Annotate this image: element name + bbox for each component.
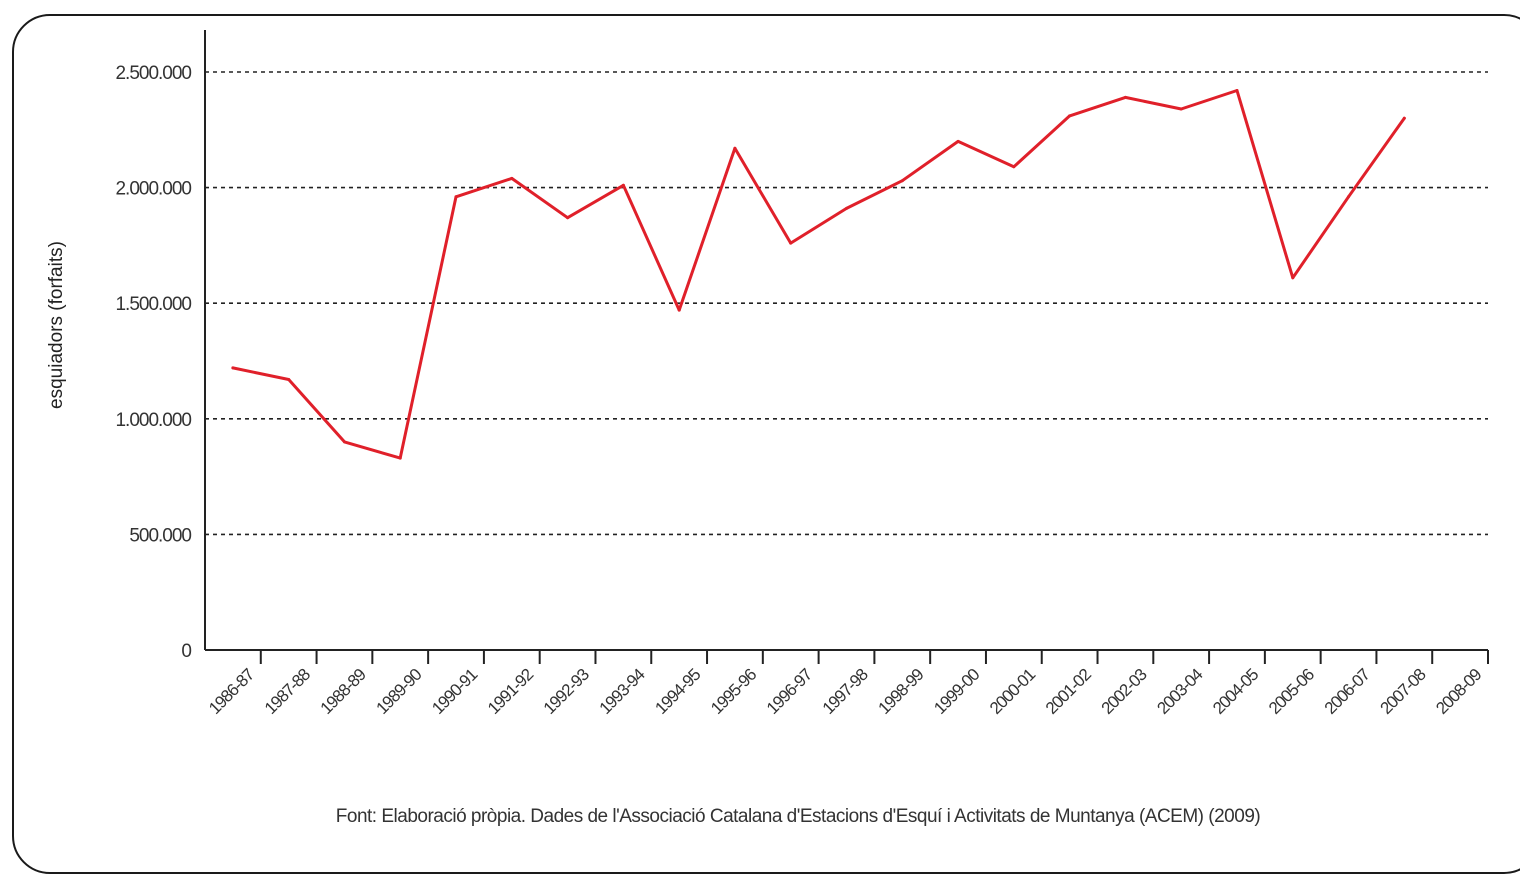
x-tick-labels: 1986-87 1987-88 1988-89 1989-90 1990-91 1991-… <box>205 650 1489 718</box>
data-point <box>1123 95 1127 99</box>
data-point <box>510 176 514 180</box>
y-tick-label: 0 <box>181 641 191 662</box>
y-tick-label: 2.500.000 <box>115 63 191 84</box>
data-point <box>1347 195 1350 199</box>
data-point <box>1291 276 1295 280</box>
x-tick-label: 2007-08 <box>1377 665 1430 718</box>
y-tick-label: 1.000.000 <box>115 410 191 431</box>
x-tick-label: 1995-96 <box>707 665 760 718</box>
series-layer <box>231 89 1406 460</box>
x-tick-label: 1990-91 <box>428 665 481 718</box>
x-tick-label: 2002-03 <box>1098 665 1151 718</box>
x-tick-label: 1986-87 <box>205 665 258 718</box>
data-point <box>1068 114 1072 118</box>
data-point <box>677 308 681 312</box>
x-tick-label: 1988-89 <box>317 665 370 718</box>
data-point <box>733 146 737 150</box>
data-point <box>621 183 625 187</box>
data-point <box>566 216 570 220</box>
y-tick-label: 500.000 <box>129 525 191 546</box>
x-tick-label: 1999-00 <box>930 665 983 718</box>
x-tick-label: 1987-88 <box>261 665 314 718</box>
data-point <box>1012 165 1016 169</box>
data-point <box>845 206 848 210</box>
x-tick-label: 1989-90 <box>372 665 425 718</box>
y-tick-labels: 0 500.000 1.000.000 1.500.000 2.000.000 2.500… <box>115 63 192 662</box>
data-point <box>343 440 346 444</box>
data-point <box>1179 107 1183 111</box>
x-tick-label: 1991-92 <box>484 665 537 718</box>
y-axis-label: esquiadors (forfaits) <box>46 241 67 409</box>
x-tick-label: 2000-01 <box>986 665 1039 718</box>
x-tick-label: 2001-02 <box>1042 665 1095 718</box>
x-tick-label: 1993-94 <box>596 665 649 718</box>
data-point <box>900 179 904 183</box>
y-tick-label: 2.000.000 <box>115 179 191 200</box>
data-point <box>287 378 291 381</box>
line-chart: 0 500.000 1.000.000 1.500.000 2.000.000 2.500… <box>46 30 1489 827</box>
y-tick-label: 1.500.000 <box>115 294 191 315</box>
grid-layer <box>205 71 1488 536</box>
data-point <box>1235 89 1239 92</box>
x-tick-label: 1996-97 <box>763 665 816 718</box>
x-tick-label: 1997-98 <box>819 665 872 718</box>
x-tick-label: 2003-04 <box>1153 665 1206 718</box>
data-point <box>789 241 793 245</box>
x-tick-label: 2005-06 <box>1265 665 1318 718</box>
x-tick-label: 1998-99 <box>875 665 928 718</box>
data-point <box>231 366 235 370</box>
x-tick-label: 1992-93 <box>540 665 593 718</box>
data-point <box>1402 116 1406 120</box>
source-note: Font: Elaboració pròpia. Dades de l'Asso… <box>336 806 1261 827</box>
series-line <box>231 89 1406 460</box>
x-tick-label: 1994-95 <box>651 665 704 718</box>
data-point <box>956 139 960 143</box>
x-tick-label: 2006-07 <box>1321 665 1374 718</box>
x-tick-label: 2008-09 <box>1432 665 1485 718</box>
axis-layer <box>204 30 1488 651</box>
x-tick-label: 2004-05 <box>1209 665 1262 718</box>
data-point <box>398 456 402 460</box>
data-point <box>454 195 458 199</box>
